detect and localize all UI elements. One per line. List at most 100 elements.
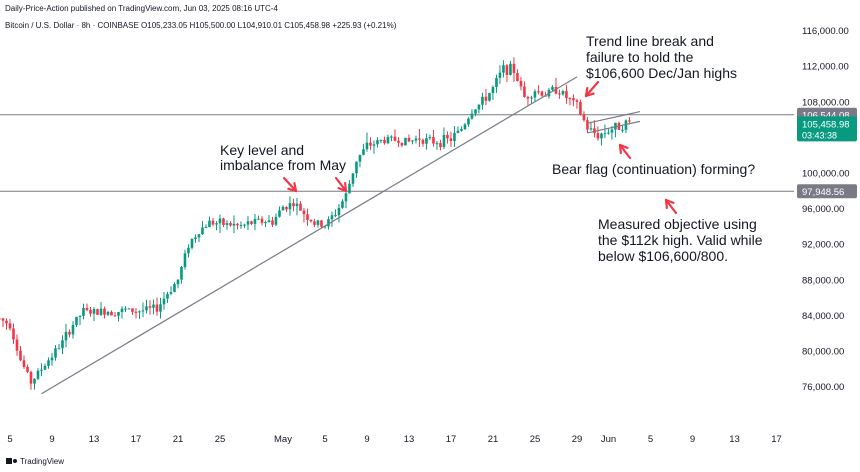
candle-body bbox=[481, 96, 484, 105]
candle-body bbox=[117, 311, 120, 316]
annotation-line: Key level and bbox=[220, 142, 304, 158]
candle-body bbox=[159, 304, 162, 312]
candle-body bbox=[509, 63, 512, 75]
annotation-line: below $106,600/800. bbox=[598, 248, 728, 264]
x-tick-label: 5 bbox=[322, 434, 327, 445]
candle-body bbox=[439, 143, 442, 147]
candle-body bbox=[411, 140, 414, 142]
annotation-line: $106,600 Dec/Jan highs bbox=[586, 65, 737, 81]
trendline bbox=[587, 120, 641, 134]
candle-body bbox=[484, 96, 488, 101]
x-tick-label: 9 bbox=[49, 434, 54, 445]
candle-body bbox=[323, 226, 327, 228]
candle-body bbox=[106, 311, 110, 315]
candle-body bbox=[103, 308, 106, 315]
candle-body bbox=[155, 304, 159, 312]
x-tick-label: 25 bbox=[530, 434, 541, 445]
candle-body bbox=[495, 77, 498, 88]
candle-body bbox=[253, 219, 257, 224]
candle-body bbox=[295, 203, 299, 207]
candle-body bbox=[124, 308, 127, 310]
candle-body bbox=[435, 143, 439, 145]
candle-body bbox=[383, 140, 386, 144]
candle-body bbox=[397, 140, 400, 143]
candle-body bbox=[12, 328, 15, 340]
candle-body bbox=[554, 86, 558, 94]
candle-body bbox=[134, 311, 138, 313]
candle-body bbox=[372, 144, 376, 146]
candle-body bbox=[579, 101, 582, 115]
candle-body bbox=[530, 97, 533, 99]
x-tick-label: 5 bbox=[648, 434, 653, 445]
candle-body bbox=[575, 100, 579, 102]
candle-body bbox=[505, 65, 509, 75]
candle-body bbox=[593, 128, 596, 134]
candle-body bbox=[285, 206, 288, 210]
candle-body bbox=[0, 318, 1, 320]
x-tick-label: 25 bbox=[215, 434, 226, 445]
candle-body bbox=[96, 309, 99, 315]
publisher-line: Daily-Price-Action published on TradingV… bbox=[5, 4, 278, 13]
candle-body bbox=[523, 86, 526, 97]
candle-body bbox=[358, 154, 362, 162]
candle-body bbox=[621, 129, 624, 131]
annotation-line: Measured objective using bbox=[598, 216, 757, 232]
candle-body bbox=[467, 118, 470, 125]
candle-body bbox=[379, 140, 383, 142]
price-tag-value: 106,544.08 bbox=[802, 110, 850, 121]
y-tick-label: 84,000.00 bbox=[802, 311, 844, 322]
candle-body bbox=[456, 130, 460, 133]
candle-body bbox=[71, 324, 75, 335]
annotation-measured-objective: Measured objective using the $112k high.… bbox=[598, 216, 763, 264]
candle-body bbox=[187, 247, 190, 254]
candle-body bbox=[1, 318, 5, 321]
annotation-arrow bbox=[618, 143, 632, 160]
candle-body bbox=[250, 221, 253, 224]
price-tag-countdown: 03:43:38 bbox=[802, 130, 837, 140]
annotation-bear-flag: Bear flag (continuation) forming? bbox=[552, 161, 755, 177]
candle-body bbox=[239, 225, 243, 227]
annotation-arrow bbox=[584, 80, 600, 98]
x-tick-label: 21 bbox=[173, 434, 184, 445]
candle-body bbox=[302, 210, 306, 215]
candle-body bbox=[162, 298, 166, 305]
candle-body bbox=[229, 223, 232, 226]
candle-body bbox=[442, 135, 446, 147]
candle-body bbox=[43, 365, 47, 370]
candle-body bbox=[572, 98, 575, 101]
candle-body bbox=[502, 65, 505, 73]
candle-body bbox=[526, 96, 530, 99]
candle-body bbox=[82, 307, 85, 316]
annotation-trendline-break: Trend line break and failure to hold the… bbox=[586, 33, 737, 81]
x-tick-label: Jun bbox=[601, 434, 616, 445]
candle-body bbox=[390, 136, 393, 138]
trendline bbox=[41, 76, 578, 395]
candle-body bbox=[68, 331, 71, 335]
candle-body bbox=[344, 193, 348, 202]
candle-body bbox=[5, 320, 8, 324]
candle-body bbox=[92, 309, 96, 314]
candle-body bbox=[418, 138, 421, 140]
candle-body bbox=[533, 91, 537, 98]
candle-body bbox=[299, 203, 302, 211]
annotation-arrow bbox=[664, 198, 678, 215]
y-tick-label: 76,000.00 bbox=[802, 382, 844, 393]
candle-body bbox=[113, 315, 117, 317]
y-tick-label: 116,000.00 bbox=[802, 26, 849, 37]
candle-body bbox=[120, 308, 124, 312]
y-tick-label: 100,000.00 bbox=[802, 169, 850, 180]
candle-body bbox=[386, 137, 390, 144]
x-tick-label: 13 bbox=[89, 434, 100, 445]
candle-body bbox=[169, 292, 173, 294]
x-tick-label: May bbox=[274, 434, 292, 445]
candle-body bbox=[281, 206, 285, 211]
x-axis[interactable]: 5 9 13 17 21 25 May 5 9 13 17 21 25 29 Jun 5 9 13 17 bbox=[7, 434, 781, 445]
candle-body bbox=[428, 137, 432, 139]
annotation-line: imbalance from May bbox=[220, 157, 346, 173]
price-tag: 97,948.56 bbox=[797, 184, 857, 199]
y-axis[interactable]: 76,000.00 80,000.00 84,000.00 88,000.00 92,0… bbox=[802, 26, 850, 393]
candle-body bbox=[432, 137, 435, 144]
candle-body bbox=[477, 104, 481, 110]
